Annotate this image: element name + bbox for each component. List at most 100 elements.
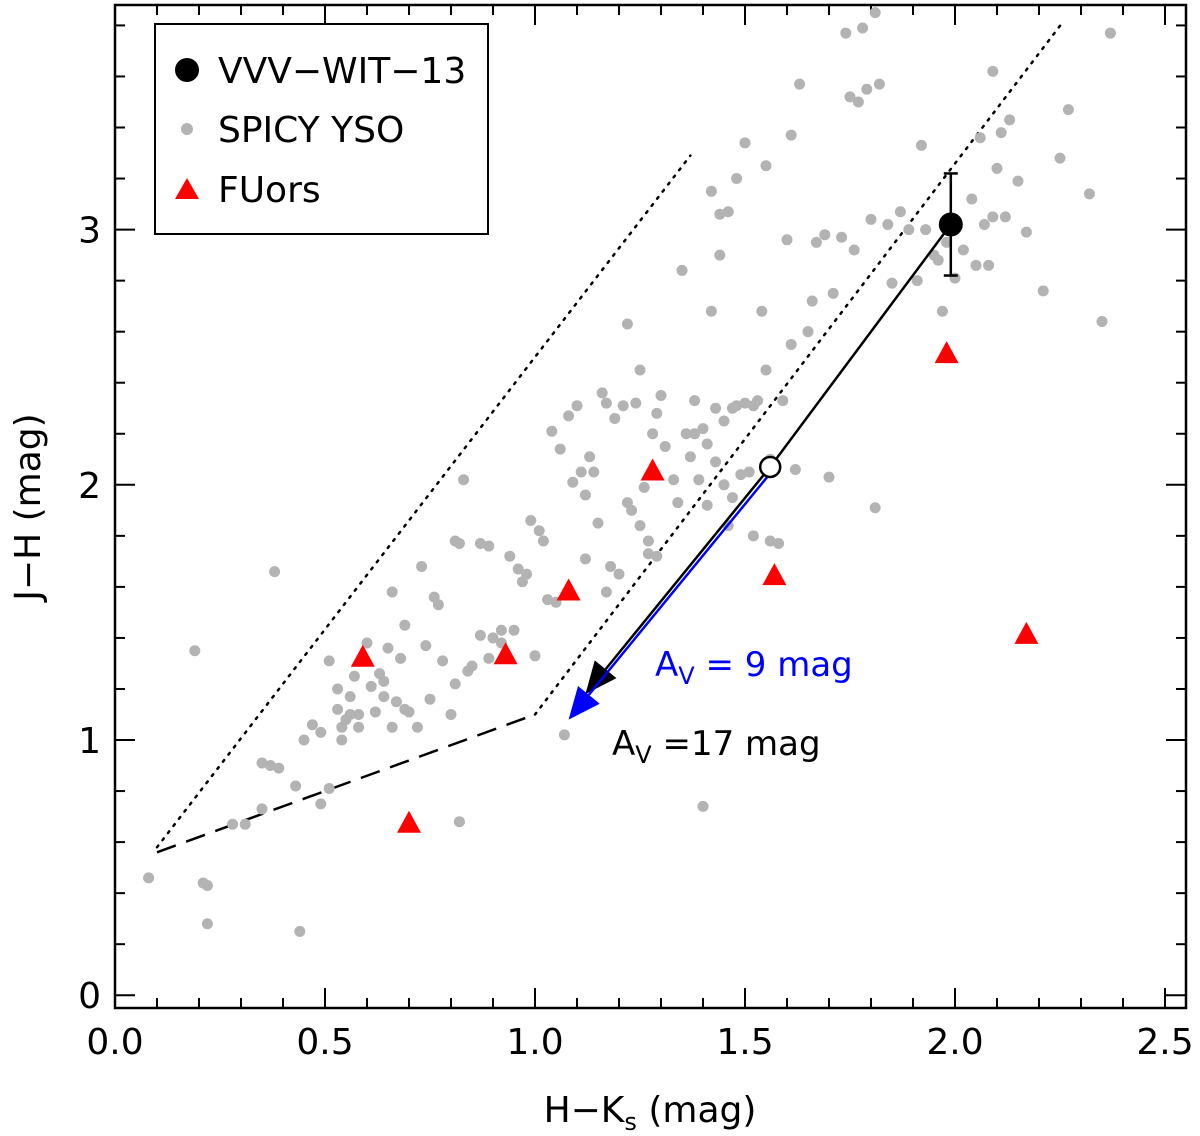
spicy-yso-point [525,515,537,527]
spicy-yso-point [701,438,713,450]
spicy-yso-point [474,538,486,550]
fuor-point [762,563,787,586]
spicy-yso-point [348,670,360,682]
spicy-yso-point [411,721,423,733]
spicy-yso-point [529,650,541,662]
spicy-yso-point [290,780,302,792]
spicy-yso-point [353,721,365,733]
spicy-yso-point [487,632,499,644]
x-tick-label: 0.5 [296,1022,353,1063]
spicy-yso-point [882,218,894,230]
spicy-yso-point [764,535,776,547]
spicy-yso-point [344,709,356,721]
spicy-yso-point [915,139,927,151]
spicy-yso-point [970,259,982,271]
spicy-yso-point [273,762,285,774]
spicy-yso-point [298,734,310,746]
spicy-yso-point [600,586,612,598]
spicy-yso-point [395,652,407,664]
dereddening-line [769,223,952,468]
upper-dotted-line [155,154,692,849]
spicy-yso-point [609,412,621,424]
spicy-yso-point [592,517,604,529]
spicy-yso-point [886,277,898,289]
dashed-locus-line [156,713,536,854]
spicy-yso-point [987,65,999,77]
legend-label-target: VVV−WIT−13 [218,51,466,92]
spicy-yso-point [386,586,398,598]
spicy-yso-point [424,693,436,705]
spicy-yso-point [378,691,390,703]
spicy-yso-point [714,249,726,261]
spicy-yso-point [449,678,461,690]
legend-box [154,23,489,235]
spicy-yso-point [647,428,659,440]
y-tick-label: 1 [78,721,101,762]
spicy-yso-point [504,550,516,562]
spicy-yso-point [256,757,268,769]
x-axis-title: H−Ks (mag) [544,1090,757,1136]
av-9-label: AV = 9 mag [655,645,853,690]
spicy-yso-point [323,783,335,795]
x-tick-label: 1.0 [506,1022,563,1063]
spicy-yso-point [546,425,558,437]
spicy-yso-point [332,703,344,715]
spicy-yso-point [705,305,717,317]
spicy-yso-point [873,78,885,90]
lower-dotted-line [533,19,1066,716]
fuor-point [934,341,959,364]
spicy-yso-point [731,400,743,412]
spicy-yso-point [315,726,327,738]
spicy-yso-point [974,132,986,144]
spicy-yso-point [588,466,600,478]
spicy-yso-point [642,548,654,560]
spicy-yso-point [584,451,596,463]
spicy-yso-point [239,818,251,830]
spicy-yso-point [966,193,978,205]
spicy-yso-point [1020,226,1032,238]
spicy-yso-point [361,637,373,649]
spicy-yso-point [1062,104,1074,116]
spicy-yso-point [680,428,692,440]
x-tick-label: 2.5 [1136,1022,1193,1063]
spicy-yso-point [563,410,575,422]
legend-marker-target [175,58,199,82]
fuor-point [556,578,581,601]
spicy-yso-point [617,400,629,412]
spicy-yso-point [844,91,856,103]
spicy-yso-point [630,397,642,409]
av-17-arrow-shaft [604,466,772,671]
spicy-yso-point [416,560,428,572]
spicy-yso-point [827,287,839,299]
spicy-yso-point [143,872,155,884]
spicy-yso-point [483,540,495,552]
spicy-yso-point [983,259,995,271]
spicy-yso-point [794,78,806,90]
spicy-yso-point [323,655,335,667]
legend-label-spicy: SPICY YSO [218,110,404,151]
spicy-yso-point [227,818,239,830]
fuor-point [1014,621,1039,644]
spicy-yso-point [802,326,814,338]
spicy-yso-point [613,568,625,580]
spicy-yso-point [201,918,213,930]
spicy-yso-point [848,244,860,256]
spicy-yso-point [676,264,688,276]
av-9-arrow-shaft [587,470,774,696]
legend: VVV−WIT−13 SPICY YSO FUors [154,23,489,235]
spicy-yso-point [911,275,923,287]
y-tick-label: 0 [78,976,101,1017]
vvv-wit-13-point [938,212,963,237]
spicy-yso-point [819,229,831,241]
x-tick-label: 0.0 [86,1022,143,1063]
spicy-yso-point [189,645,201,657]
spicy-yso-point [437,655,449,667]
spicy-yso-point [474,629,486,641]
spicy-yso-point [760,160,772,172]
spicy-yso-point [621,318,633,330]
spicy-yso-point [920,224,932,236]
spicy-yso-point [739,397,751,409]
spicy-yso-point [810,236,822,248]
spicy-yso-point [432,599,444,611]
spicy-yso-point [420,640,432,652]
